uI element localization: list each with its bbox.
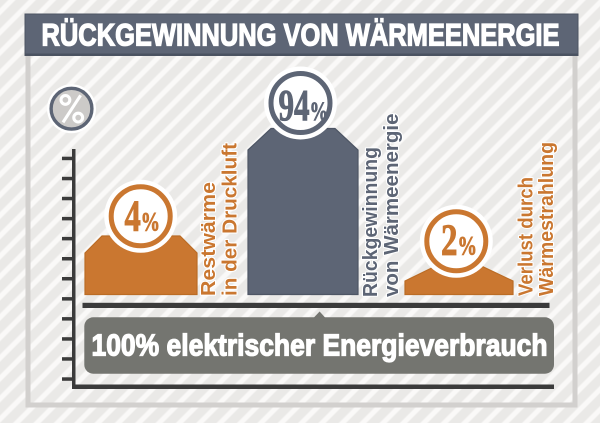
svg-text:94%: 94% <box>279 81 329 130</box>
svg-text:100% elektrischer Energieverbr: 100% elektrischer Energieverbrauch <box>92 328 548 363</box>
svg-text:in der Druckluft: in der Druckluft <box>218 143 241 296</box>
svg-text:von Wärmeenergie: von Wärmeenergie <box>380 114 403 298</box>
svg-text:Rückgewinnung: Rückgewinnung <box>359 147 382 297</box>
svg-text:Wärmestrahlung: Wärmestrahlung <box>535 142 558 296</box>
svg-text:Restwärme: Restwärme <box>197 182 220 296</box>
svg-text:Verlust durch: Verlust durch <box>515 177 538 296</box>
svg-text:RÜCKGEWINNUNG VON WÄRMEENERGIE: RÜCKGEWINNUNG VON WÄRMEENERGIE <box>42 18 560 53</box>
svg-text:4%: 4% <box>125 191 161 240</box>
